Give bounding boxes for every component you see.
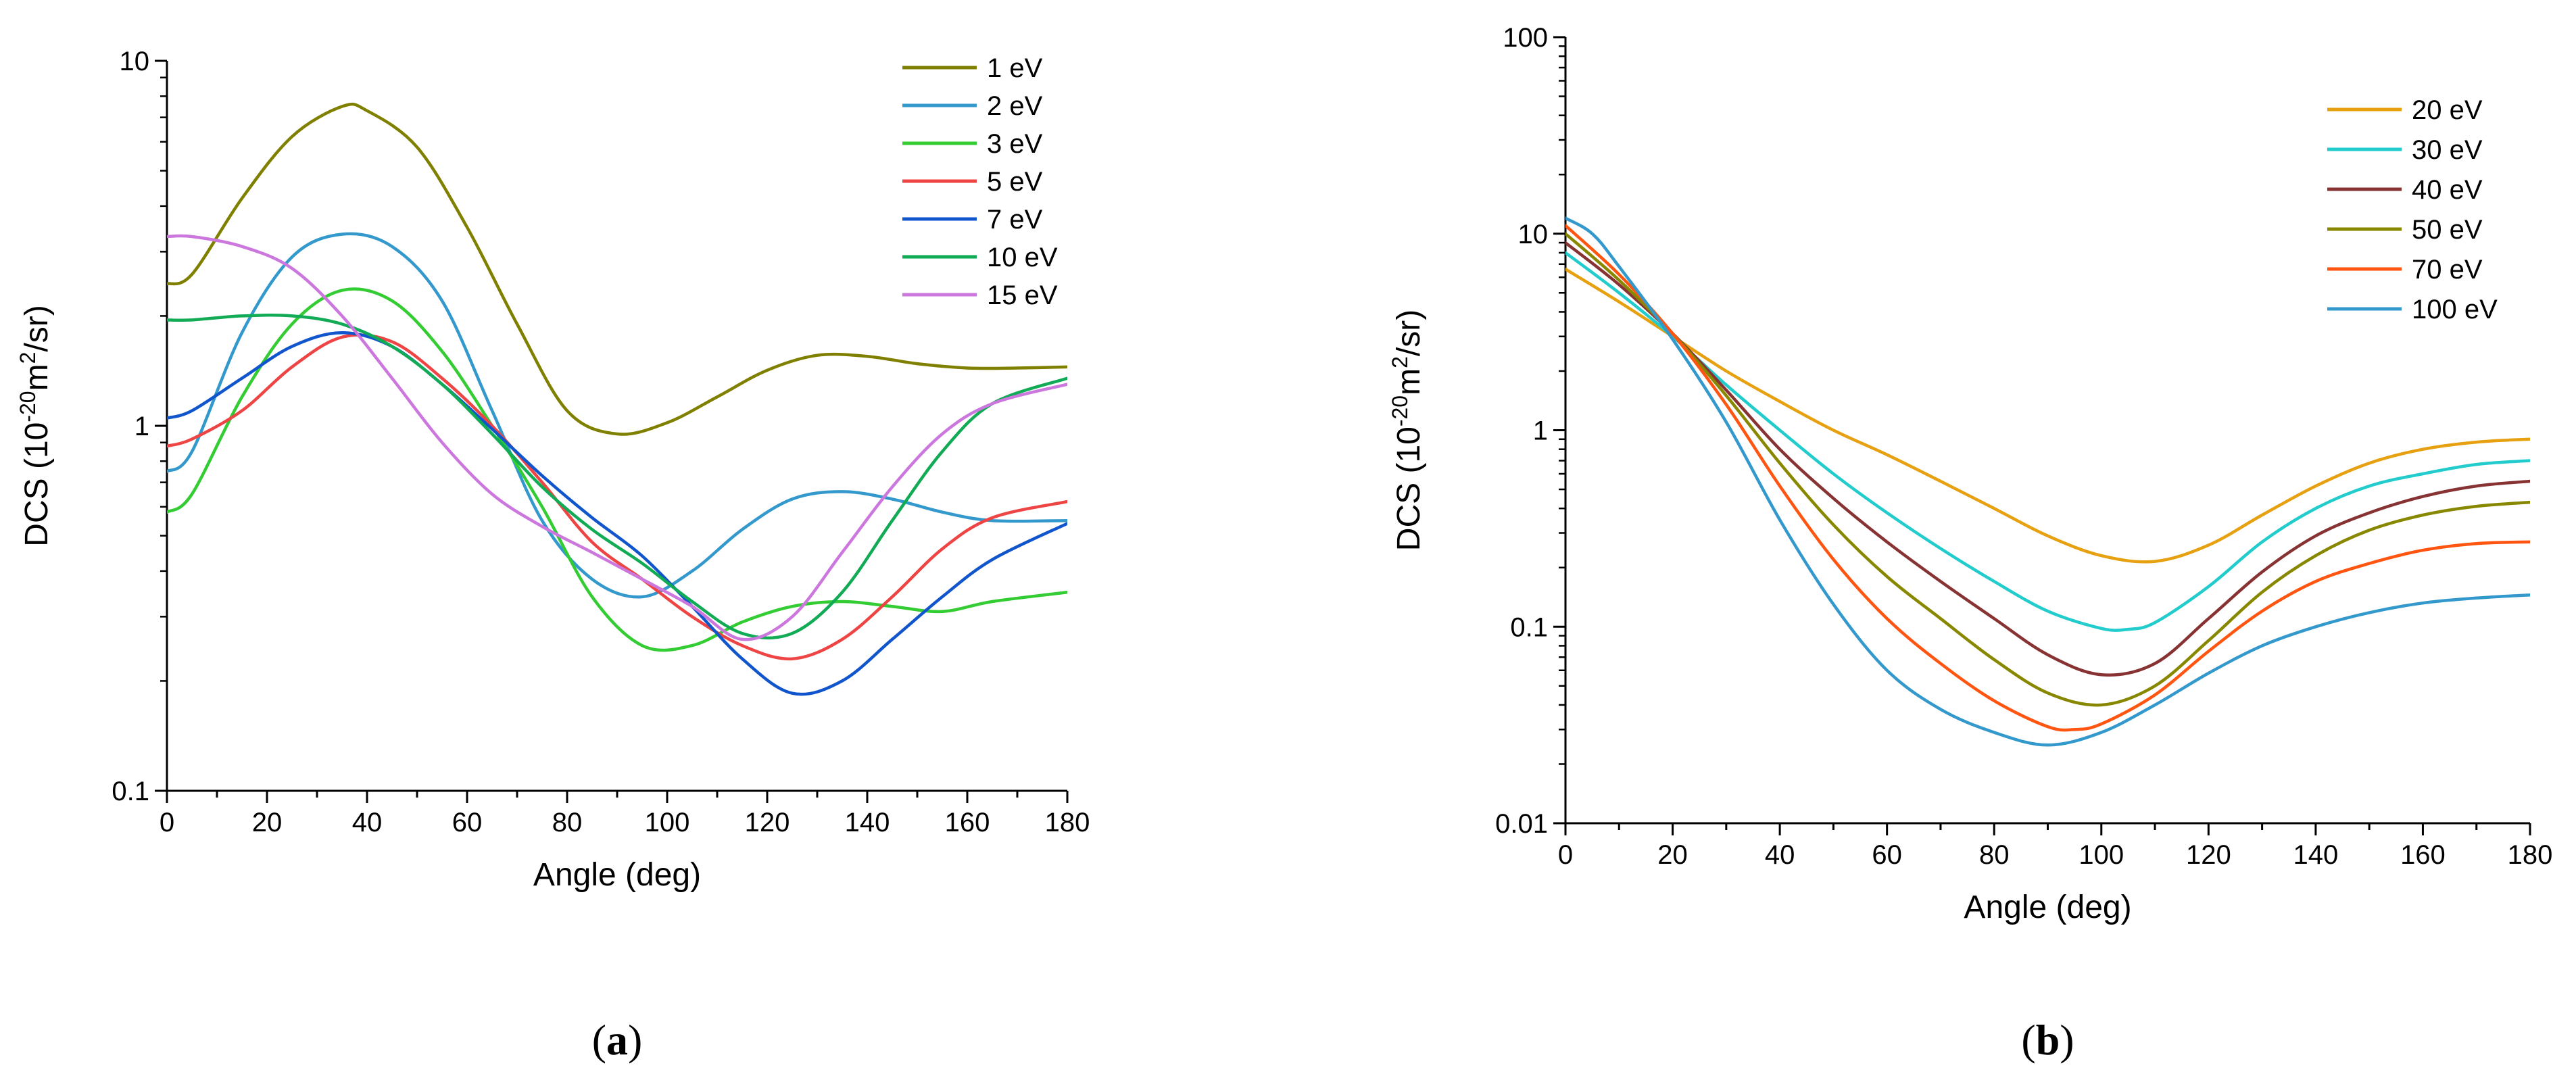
panel-a-y-axis-label: DCS (10-20m2/sr): [16, 305, 55, 546]
panel-b-legend: 20 eV 30 eV 40 eV 50 eV 70 eV 100 eV: [2327, 95, 2498, 324]
panel-a-x-tick-label: 0: [160, 808, 174, 837]
panel-a-y-tick-label: 0.1: [112, 777, 149, 806]
panel-a-legend-label: 15 eV: [987, 280, 1058, 310]
panel-b-series-50-ev: [1565, 232, 2530, 707]
panel-b-x-tick-label: 60: [1872, 840, 1902, 870]
panel-a-y-axis-label-part: DCS (10: [19, 422, 55, 547]
panel-a-caption-open: (: [592, 1016, 606, 1064]
panel-a-series-5-ev: [167, 333, 1067, 661]
panel-b-x-tick-label: 20: [1657, 840, 1688, 870]
panel-b-x-tick-label: 180: [2508, 840, 2553, 870]
panel-a-legend-label: 3 eV: [987, 129, 1043, 159]
panel-b-x-tick-label: 0: [1558, 840, 1573, 870]
panel-a-y-axis-label-sup: -20: [16, 391, 40, 422]
panel-a-x-tick-label: 140: [845, 808, 890, 837]
panel-b-series-20-ev: [1565, 267, 2530, 564]
panel-b-chart: 0 20 40 60 80 100 120 140 160 180 0.01 0.1 1 10 100 Ang…: [1388, 23, 2552, 1064]
panel-b-caption-close: ): [2060, 1016, 2074, 1064]
panel-b-y-axis-label-sup: 2: [1388, 356, 1412, 368]
panel-b-legend-label: 30 eV: [2412, 135, 2483, 165]
panel-b-x-tick-label: 100: [2079, 840, 2124, 870]
panel-a-legend-label: 2 eV: [987, 91, 1043, 121]
panel-b-x-axis-label: Angle (deg): [1964, 889, 2131, 925]
panel-b-legend-label: 40 eV: [2412, 175, 2483, 205]
panel-a-series-3-ev: [167, 287, 1067, 652]
panel-b-series-30-ev: [1565, 251, 2530, 632]
panel-a-legend-label: 7 eV: [987, 205, 1043, 235]
panel-a-x-tick-label: 80: [552, 808, 583, 837]
panel-b-x-tick-label: 140: [2293, 840, 2339, 870]
panel-b-caption-open: (: [2021, 1016, 2035, 1064]
panel-a-series-15-ev: [167, 234, 1067, 641]
panel-a-y-tick-label: 10: [120, 47, 150, 76]
panel-b-y-axis-label: DCS (10-20m2/sr): [1388, 310, 1427, 551]
panel-b-y-axis-label-part: m: [1391, 368, 1427, 395]
panel-a-x-tick-label: 160: [945, 808, 990, 837]
panel-b-legend-label: 100 eV: [2412, 295, 2498, 324]
panel-a-series-7-ev: [167, 331, 1067, 696]
panel-a-x-tick-label: 40: [352, 808, 383, 837]
panel-b-x-tick-label: 160: [2400, 840, 2446, 870]
panel-b-legend-label: 70 eV: [2412, 255, 2483, 285]
panel-b-y-tick-label: 0.01: [1495, 809, 1548, 839]
panel-b-x-tick-label: 80: [1979, 840, 2010, 870]
panel-a-legend: 1 eV 2 eV 3 eV 5 eV 7 eV 10 eV 15 eV: [902, 53, 1058, 310]
panel-a-caption-letter: a: [606, 1016, 628, 1064]
panel-b-x-tick-label: 40: [1765, 840, 1795, 870]
panel-b-y-axis-label-sup: -20: [1388, 395, 1412, 426]
panel-a-caption-close: ): [628, 1016, 642, 1064]
panel-b-y-axis-label-part: DCS (10: [1391, 426, 1427, 551]
panel-b-y-tick-label: 100: [1503, 23, 1548, 53]
panel-a-legend-label: 10 eV: [987, 243, 1058, 272]
panel-a-x-tick-label: 20: [252, 808, 283, 837]
panel-a-x-tick-label: 180: [1045, 808, 1090, 837]
panel-b-y-axis-label-part: /sr): [1391, 310, 1427, 356]
panel-b-caption: (b): [2021, 1016, 2074, 1064]
panel-b-y-tick-label: 10: [1518, 220, 1549, 249]
panel-a-series-10-ev: [167, 314, 1067, 640]
panel-b-caption-letter: b: [2036, 1016, 2060, 1064]
panel-a-caption: (a): [592, 1016, 643, 1064]
panel-b-y-tick-label: 1: [1533, 416, 1548, 446]
panel-a-x-tick-label: 120: [745, 808, 790, 837]
panel-a-legend-label: 1 eV: [987, 53, 1043, 83]
panel-a-x-axis-label: Angle (deg): [533, 857, 701, 893]
panel-b-x-tick-label: 120: [2186, 840, 2231, 870]
panel-a-series-1-ev: [167, 102, 1067, 436]
panel-b-series-100-ev: [1565, 216, 2530, 747]
panel-a-chart: 0 20 40 60 80 100 120 140 160 180 0.1 1 10 Angle (deg…: [16, 47, 1090, 1064]
panel-a-y-tick-label: 1: [135, 412, 149, 441]
panel-a-legend-label: 5 eV: [987, 167, 1043, 197]
panel-a-series-2-ev: [167, 232, 1067, 599]
panel-b-series-40-ev: [1565, 241, 2530, 677]
panel-a-y-axis-label-part: m: [19, 364, 55, 391]
panel-a-x-tick-label: 100: [645, 808, 690, 837]
panel-b-legend-label: 50 eV: [2412, 215, 2483, 245]
panel-a-y-axis-label-part: /sr): [19, 305, 55, 351]
panel-b-series-70-ev: [1565, 224, 2530, 732]
panel-b-y-tick-label: 0.1: [1510, 612, 1548, 642]
panel-b-legend-label: 20 eV: [2412, 95, 2483, 125]
panel-a-x-tick-label: 60: [452, 808, 483, 837]
panel-a-y-axis-label-sup: 2: [16, 352, 40, 364]
